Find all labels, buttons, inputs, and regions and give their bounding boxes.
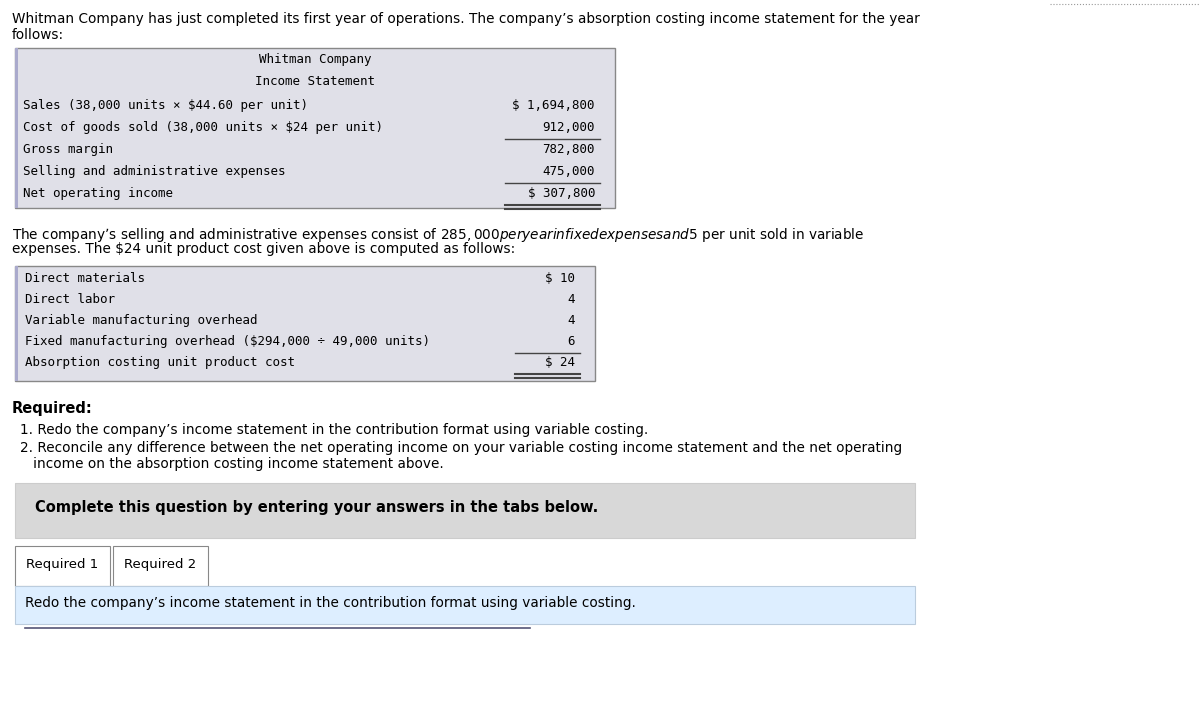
Text: $ 24: $ 24 <box>545 356 575 369</box>
Text: Complete this question by entering your answers in the tabs below.: Complete this question by entering your … <box>35 500 599 515</box>
Text: expenses. The $24 unit product cost given above is computed as follows:: expenses. The $24 unit product cost give… <box>12 242 515 256</box>
Text: 6: 6 <box>568 335 575 348</box>
Text: Income Statement: Income Statement <box>256 75 374 88</box>
Text: Fixed manufacturing overhead ($294,000 ÷ 49,000 units): Fixed manufacturing overhead ($294,000 ÷… <box>25 335 430 348</box>
Text: The company’s selling and administrative expenses consist of $285,000 per year i: The company’s selling and administrative… <box>12 226 864 244</box>
Text: Absorption costing unit product cost: Absorption costing unit product cost <box>25 356 295 369</box>
Text: $ 10: $ 10 <box>545 272 575 285</box>
Bar <box>113 546 208 586</box>
Bar <box>14 48 616 208</box>
Text: 1. Redo the company’s income statement in the contribution format using variable: 1. Redo the company’s income statement i… <box>20 423 648 437</box>
Bar <box>14 586 916 624</box>
Bar <box>14 48 18 208</box>
Text: Sales (38,000 units × $44.60 per unit): Sales (38,000 units × $44.60 per unit) <box>23 99 308 112</box>
Text: $ 307,800: $ 307,800 <box>528 187 595 200</box>
Text: $ 1,694,800: $ 1,694,800 <box>512 99 595 112</box>
Text: 782,800: 782,800 <box>542 143 595 156</box>
Bar <box>14 546 110 586</box>
Text: Selling and administrative expenses: Selling and administrative expenses <box>23 165 286 178</box>
Text: Variable manufacturing overhead: Variable manufacturing overhead <box>25 314 258 327</box>
Bar <box>14 483 916 538</box>
Text: Direct labor: Direct labor <box>25 293 115 306</box>
Text: Redo the company’s income statement in the contribution format using variable co: Redo the company’s income statement in t… <box>25 596 636 610</box>
Text: 4: 4 <box>568 314 575 327</box>
Text: Whitman Company: Whitman Company <box>259 53 371 66</box>
Text: 912,000: 912,000 <box>542 121 595 134</box>
Text: Direct materials: Direct materials <box>25 272 145 285</box>
Text: Gross margin: Gross margin <box>23 143 113 156</box>
Text: 4: 4 <box>568 293 575 306</box>
Text: Required 2: Required 2 <box>125 558 197 571</box>
Text: income on the absorption costing income statement above.: income on the absorption costing income … <box>20 457 444 471</box>
Bar <box>14 266 595 381</box>
Text: Whitman Company has just completed its first year of operations. The company’s a: Whitman Company has just completed its f… <box>12 12 919 26</box>
Text: 2. Reconcile any difference between the net operating income on your variable co: 2. Reconcile any difference between the … <box>20 441 902 455</box>
Text: Cost of goods sold (38,000 units × $24 per unit): Cost of goods sold (38,000 units × $24 p… <box>23 121 383 134</box>
Text: 475,000: 475,000 <box>542 165 595 178</box>
Text: Required 1: Required 1 <box>26 558 98 571</box>
Bar <box>14 266 18 381</box>
Text: Net operating income: Net operating income <box>23 187 173 200</box>
Text: follows:: follows: <box>12 28 64 42</box>
Text: Required:: Required: <box>12 401 92 416</box>
